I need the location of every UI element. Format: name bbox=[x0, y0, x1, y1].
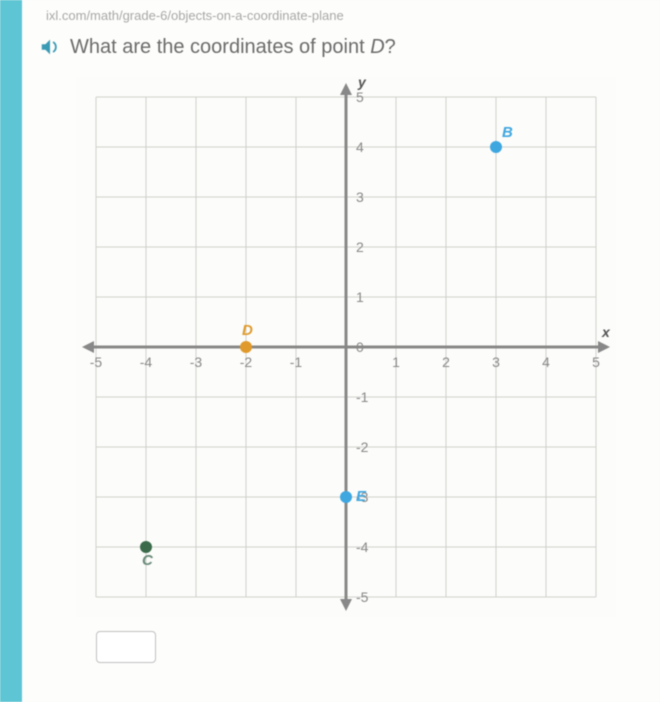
x-tick-label: -3 bbox=[190, 354, 203, 370]
answer-row bbox=[96, 631, 660, 663]
answer-input-1[interactable] bbox=[96, 631, 156, 663]
point-e[interactable] bbox=[340, 491, 352, 503]
y-tick-label: 3 bbox=[356, 189, 364, 205]
y-tick-label: 1 bbox=[356, 289, 364, 305]
y-tick-label: -2 bbox=[356, 439, 369, 455]
y-tick-label: -5 bbox=[356, 589, 369, 605]
y-tick-label: -1 bbox=[356, 389, 369, 405]
x-tick-label: 4 bbox=[542, 354, 550, 370]
x-tick-label: -5 bbox=[90, 354, 103, 370]
breadcrumb: ixl.com/math/grade-6/objects-on-a-coordi… bbox=[46, 8, 660, 23]
main-content: ixl.com/math/grade-6/objects-on-a-coordi… bbox=[22, 0, 660, 702]
y-tick-label: 4 bbox=[356, 139, 364, 155]
left-accent-strip bbox=[0, 0, 22, 702]
y-tick-label: 0 bbox=[356, 339, 364, 355]
coordinate-plane-chart: -5-4-3-2-1012345-5-4-3-2-112345yxBDEC bbox=[76, 77, 616, 617]
question-suffix: ? bbox=[385, 36, 396, 58]
point-label-e: E bbox=[356, 488, 367, 505]
coordinate-plane-svg: -5-4-3-2-1012345-5-4-3-2-112345yxBDEC bbox=[76, 77, 616, 617]
point-b[interactable] bbox=[490, 141, 502, 153]
y-axis-label: y bbox=[357, 77, 367, 90]
question-prefix: What are the coordinates of point bbox=[70, 36, 370, 58]
point-label-c: C bbox=[142, 552, 154, 569]
y-tick-label: 5 bbox=[356, 89, 364, 105]
question-text: What are the coordinates of point D? bbox=[70, 36, 396, 59]
x-tick-label: -1 bbox=[290, 354, 303, 370]
question-row: What are the coordinates of point D? bbox=[38, 35, 660, 59]
x-tick-label: -4 bbox=[140, 354, 153, 370]
y-tick-label: 2 bbox=[356, 239, 364, 255]
point-label-b: B bbox=[502, 124, 513, 141]
y-tick-label: -4 bbox=[356, 539, 369, 555]
x-tick-label: -2 bbox=[240, 354, 253, 370]
x-tick-label: 3 bbox=[492, 354, 500, 370]
audio-icon[interactable] bbox=[38, 35, 62, 59]
point-d[interactable] bbox=[240, 341, 252, 353]
x-axis-label: x bbox=[601, 324, 611, 340]
breadcrumb-text: ixl.com/math/grade-6/objects-on-a-coordi… bbox=[46, 8, 344, 23]
question-point-label: D bbox=[370, 36, 384, 58]
x-tick-label: 5 bbox=[592, 354, 600, 370]
x-tick-label: 1 bbox=[392, 354, 400, 370]
point-label-d: D bbox=[242, 322, 253, 339]
x-tick-label: 2 bbox=[442, 354, 450, 370]
